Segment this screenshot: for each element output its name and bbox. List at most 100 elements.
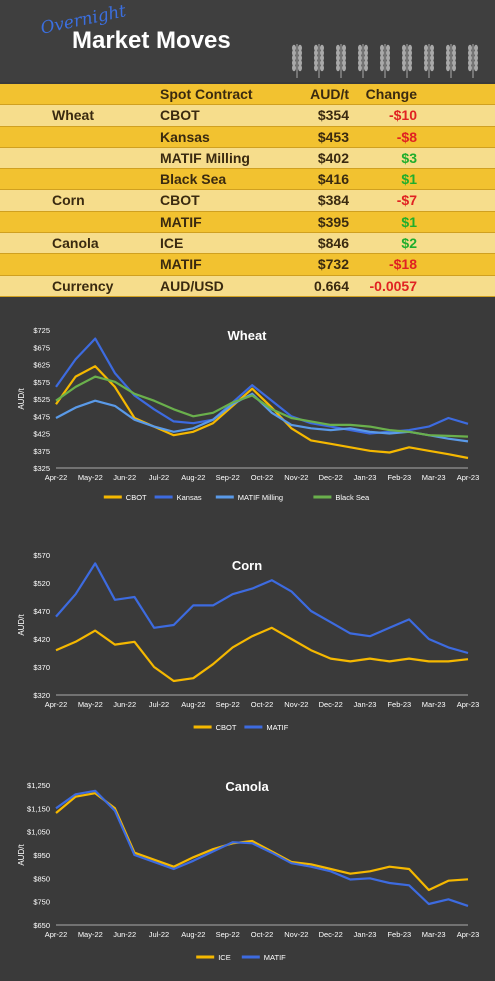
cell-change: $2 (401, 235, 417, 252)
wheat-grain-icon (380, 54, 384, 62)
cell-price: $395 (317, 213, 349, 230)
page-title: Market Moves (72, 27, 231, 54)
y-tick-label: $470 (33, 607, 50, 616)
wheat-grain-icon (320, 54, 324, 62)
x-tick-label: Nov-22 (284, 930, 308, 939)
wheat-grain-icon (364, 54, 368, 62)
y-tick-label: $420 (33, 635, 50, 644)
wheat-grain-icon (468, 54, 472, 62)
x-tick-label: Oct-22 (251, 930, 274, 939)
y-tick-label: $1,050 (27, 828, 50, 837)
wheat-grain-icon (292, 44, 296, 52)
wheat-grain-icon (446, 54, 450, 62)
x-tick-label: Apr-23 (457, 930, 480, 939)
wheat-grain-icon (358, 59, 362, 67)
wheat-grain-icon (386, 54, 390, 62)
x-tick-label: Sep-22 (216, 473, 240, 482)
x-tick-label: Sep-22 (216, 930, 240, 939)
chart-title: Canola (225, 779, 269, 794)
cell-price: $453 (317, 128, 349, 145)
y-axis-label: AUD/t (17, 388, 26, 410)
x-tick-label: Jul-22 (149, 700, 169, 709)
legend-label: ICE (218, 953, 231, 962)
series-line-cbot (55, 626, 469, 683)
wheat-grain-icon (298, 44, 302, 52)
wheat-grain-icon (468, 49, 472, 57)
wheat-grain-icon (298, 59, 302, 67)
wheat-grain-icon (336, 59, 340, 67)
wheat-grain-icon (430, 64, 434, 72)
x-tick-label: Mar-23 (422, 700, 446, 709)
x-tick-label: Dec-22 (319, 930, 343, 939)
x-tick-label: May-22 (78, 700, 103, 709)
y-tick-label: $325 (33, 464, 50, 473)
wheat-grain-icon (402, 54, 406, 62)
y-axis-label: AUD/t (17, 844, 26, 866)
legend-label: MATIF (264, 953, 286, 962)
x-tick-label: Sep-22 (216, 700, 240, 709)
y-tick-label: $520 (33, 579, 50, 588)
x-tick-label: Dec-22 (319, 473, 343, 482)
wheat-grain-icon (430, 54, 434, 62)
wheat-grain-icon (474, 54, 478, 62)
cell-change: -$8 (396, 128, 417, 145)
spot-price-table: Spot Contract AUD/t Change Wheat CBOT $354 -$1… (0, 84, 495, 297)
cell-price: $846 (317, 235, 349, 252)
y-tick-label: $425 (33, 430, 50, 439)
y-tick-label: $475 (33, 412, 50, 421)
x-tick-label: Jan-23 (354, 473, 377, 482)
wheat-grain-icon (314, 49, 318, 57)
table-row: Black Sea $416 $1 (0, 169, 495, 191)
cell-price: $732 (317, 256, 349, 273)
wheat-grain-icon (364, 59, 368, 67)
legend-label: MATIF (266, 723, 288, 732)
column-header: Spot Contract (160, 86, 253, 102)
y-axis-label: AUD/t (17, 614, 26, 636)
cell-change: -$10 (388, 107, 417, 124)
wheat-grain-icon (408, 59, 412, 67)
wheat-grain-icon (452, 44, 456, 52)
wheat-grain-icon (380, 64, 384, 72)
wheat-grain-icon (474, 59, 478, 67)
x-tick-label: Aug-22 (181, 930, 205, 939)
y-tick-label: $575 (33, 378, 50, 387)
wheat-grain-icon (342, 64, 346, 72)
wheat-grain-icon (342, 44, 346, 52)
wheat-grain-icon (314, 59, 318, 67)
cell-price: $384 (317, 192, 349, 209)
cell-change: -$7 (396, 192, 417, 209)
y-tick-label: $750 (33, 898, 50, 907)
x-tick-label: Dec-22 (319, 700, 343, 709)
wheat-grain-icon (408, 54, 412, 62)
x-tick-label: Jan-23 (354, 930, 377, 939)
x-tick-label: Apr-23 (457, 473, 480, 482)
y-tick-label: $675 (33, 343, 50, 352)
wheat-grain-icon (468, 59, 472, 67)
charts-area: Wheat AUD/t $325 $375 $425 $475 $525 $575 $625 $6… (0, 290, 495, 976)
x-tick-label: Jun-22 (113, 930, 136, 939)
wheat-icon (292, 44, 478, 78)
x-tick-label: Mar-23 (422, 930, 446, 939)
wheat-grain-icon (452, 49, 456, 57)
cell-contract: CBOT (160, 192, 200, 209)
x-tick-label: Aug-22 (181, 700, 205, 709)
wheat-grain-icon (358, 54, 362, 62)
chart-1: Corn AUD/t $320 $370 $420 $470 $520 $570 Apr-22 M… (17, 551, 479, 732)
x-tick-label: Mar-23 (422, 473, 446, 482)
wheat-grain-icon (402, 59, 406, 67)
wheat-grain-icon (424, 64, 428, 72)
wheat-grain-icon (342, 49, 346, 57)
x-tick-label: May-22 (78, 473, 103, 482)
wheat-grain-icon (452, 64, 456, 72)
table-row: MATIF $732 -$18 (0, 254, 495, 276)
wheat-grain-icon (468, 64, 472, 72)
wheat-grain-icon (364, 49, 368, 57)
y-tick-label: $650 (33, 921, 50, 930)
y-tick-label: $525 (33, 395, 50, 404)
cell-change: $1 (401, 171, 417, 188)
wheat-grain-icon (424, 59, 428, 67)
wheat-grain-icon (358, 49, 362, 57)
charts-svg: Wheat AUD/t $325 $375 $425 $475 $525 $575 $625 $6… (17, 326, 480, 962)
cell-commodity: Corn (52, 192, 85, 209)
chart-0: Wheat AUD/t $325 $375 $425 $475 $525 $575 $625 $6… (17, 326, 479, 502)
